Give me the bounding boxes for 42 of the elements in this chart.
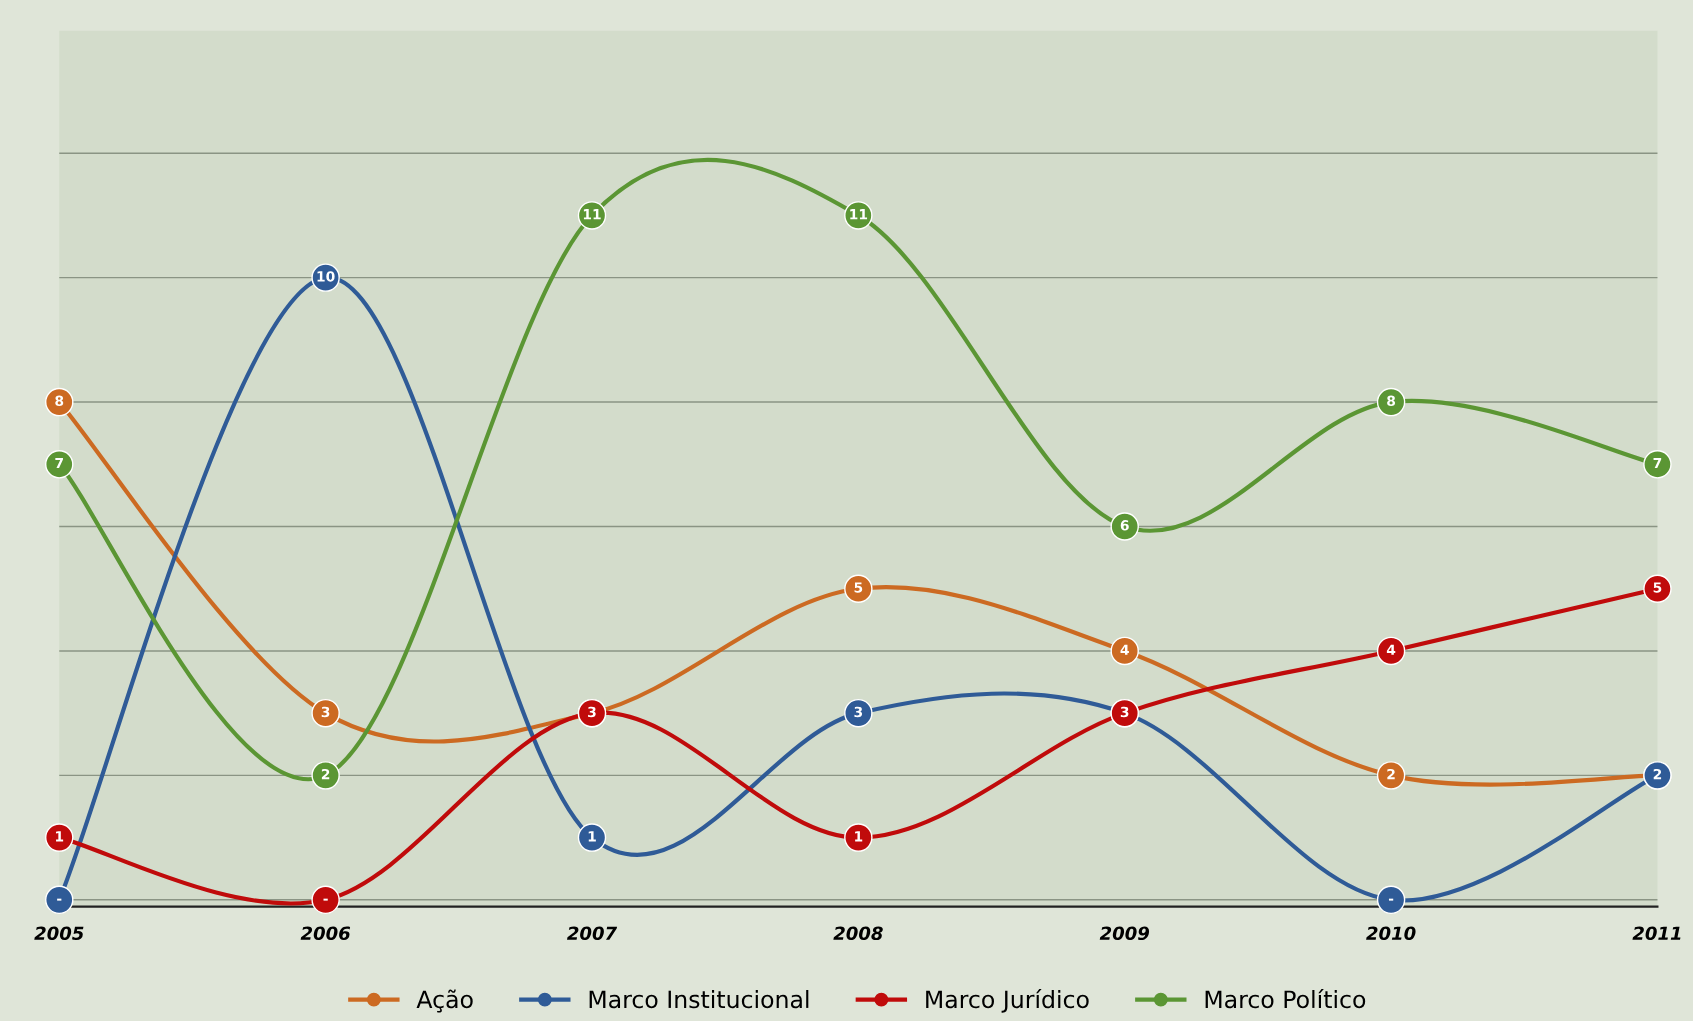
data-label: 3 [1120, 706, 1129, 718]
point [45, 885, 74, 915]
x-tick-label: 2005 [34, 926, 84, 941]
legend-label: Marco Institucional [589, 989, 809, 1009]
data-label: 3 [854, 706, 863, 718]
x-tick-label: 2010 [1366, 926, 1416, 941]
data-label: 1 [55, 831, 64, 842]
legend-label: Marco Político [1205, 989, 1366, 1009]
x-tick-label: 2011 [1632, 926, 1681, 941]
data-label: 1 [855, 831, 863, 842]
x-tick-label: 2007 [567, 926, 618, 941]
data-label: 4 [1386, 644, 1396, 655]
legend-label: Ação [416, 989, 473, 1013]
data-label: 6 [1120, 520, 1129, 531]
data-label: - [1388, 898, 1394, 901]
data-label: 3 [321, 706, 330, 718]
data-label: 8 [1387, 395, 1396, 407]
data-label: 11 [583, 209, 601, 220]
x-tick-label: 2006 [300, 926, 351, 941]
point [311, 885, 340, 915]
data-label: 11 [850, 209, 868, 220]
legend-label: Marco Jurídico [926, 989, 1089, 1013]
data-label: 3 [588, 706, 596, 718]
data-label: 8 [55, 395, 64, 407]
point [1376, 387, 1406, 417]
x-tick-label: 2008 [833, 926, 883, 941]
data-label: 2 [321, 768, 330, 780]
data-label: 10 [317, 271, 335, 282]
data-label: 7 [1653, 457, 1662, 469]
data-label: - [323, 898, 328, 901]
data-label: 2 [1387, 768, 1395, 780]
point [45, 823, 74, 852]
data-label: 5 [854, 582, 863, 593]
data-label: 2 [1653, 768, 1662, 780]
x-tick-label: 2009 [1099, 926, 1150, 941]
data-label: 1 [588, 831, 596, 842]
data-label: 4 [1120, 644, 1129, 655]
data-label: - [57, 898, 62, 901]
point [45, 450, 74, 479]
data-label: 7 [55, 457, 63, 469]
point [1376, 885, 1406, 915]
data-label: 5 [1653, 582, 1662, 593]
